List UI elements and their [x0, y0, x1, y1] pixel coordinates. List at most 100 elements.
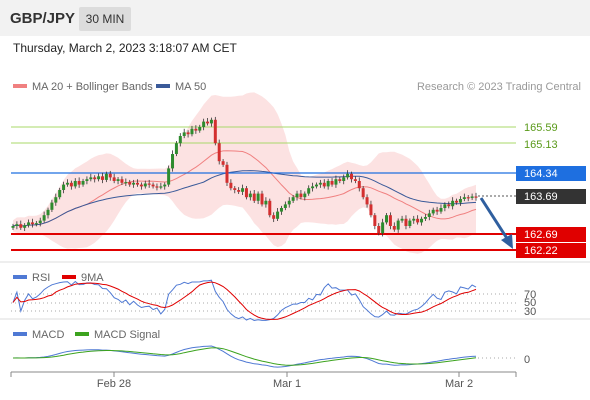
candle-bearish: [357, 181, 361, 189]
candle-bullish: [458, 199, 462, 203]
candle-bullish: [73, 181, 77, 187]
candle-bearish: [229, 182, 233, 189]
candles-group: [11, 116, 478, 237]
candle-bearish: [466, 197, 470, 199]
pivot-label: 164.34: [524, 168, 558, 180]
candle-bearish: [108, 173, 112, 178]
candle-bearish: [349, 173, 353, 180]
candle-bearish: [365, 197, 369, 205]
resistance-label-2: 165.13: [524, 139, 558, 151]
candle-bearish: [330, 181, 334, 185]
candle-bearish: [120, 179, 124, 183]
candle-bullish: [396, 220, 400, 230]
candle-bearish: [447, 204, 451, 207]
candle-bullish: [279, 208, 283, 212]
rsi-label-50: 50: [524, 297, 536, 309]
candle-bullish: [182, 132, 186, 136]
ma50-legend-label: MA 50: [175, 81, 206, 93]
candle-bullish: [58, 190, 62, 198]
pivot-badge: [516, 166, 586, 181]
candle-bearish: [244, 188, 248, 198]
candle-bullish: [381, 222, 385, 234]
candle-bearish: [455, 200, 459, 203]
candle-bearish: [221, 161, 225, 165]
macd-legend-label: MACD: [32, 329, 64, 341]
candle-bearish: [213, 119, 217, 144]
candle-bullish: [42, 215, 46, 221]
candle-bullish: [124, 182, 128, 184]
candle-bullish: [11, 226, 15, 228]
candle-bullish: [50, 202, 54, 210]
candle-bearish: [112, 177, 116, 181]
candle-bearish: [147, 183, 151, 185]
candle-bullish: [423, 217, 427, 219]
candle-bearish: [194, 128, 198, 131]
candle-bullish: [462, 197, 466, 199]
support-badge-1: [516, 227, 586, 242]
candle-bullish: [116, 179, 120, 181]
forecast-arrow-shaft: [479, 197, 510, 241]
candle-bullish: [443, 204, 447, 208]
candle-bullish: [209, 119, 213, 124]
candle-bullish: [163, 184, 167, 187]
rsi-ma-line: [12, 281, 477, 320]
candle-bullish: [198, 127, 202, 131]
rsi-legend-label: RSI: [32, 272, 50, 284]
x-tick-label-feb28: Feb 28: [97, 378, 131, 390]
candle-bearish: [392, 226, 396, 230]
candle-bullish: [342, 177, 346, 181]
candle-bearish: [338, 179, 342, 181]
timeframe-button[interactable]: 30 MIN: [79, 7, 131, 31]
resistance-label-1: 165.59: [524, 122, 558, 134]
candle-bearish: [217, 143, 221, 162]
candle-bullish: [334, 179, 338, 185]
candle-bullish: [291, 197, 295, 201]
candle-bullish: [159, 186, 163, 188]
candle-bullish: [276, 211, 280, 219]
candle-bullish: [23, 225, 27, 228]
candle-bearish: [136, 182, 140, 185]
candle-bearish: [260, 193, 264, 205]
candle-bullish: [264, 200, 268, 205]
candle-bearish: [353, 179, 357, 181]
candle-bullish: [85, 179, 89, 181]
candle-bearish: [128, 182, 132, 185]
candle-bearish: [268, 200, 272, 216]
candle-bullish: [15, 224, 19, 226]
ma50-legend-swatch: [156, 84, 170, 88]
candle-bullish: [171, 154, 175, 169]
candle-bullish: [400, 218, 404, 221]
candle-bearish: [30, 222, 34, 225]
macd-signal-legend-swatch: [75, 332, 89, 336]
rsi-ma-legend-swatch: [62, 275, 76, 279]
candle-bullish: [303, 193, 307, 198]
candle-bullish: [38, 220, 42, 224]
candle-bullish: [314, 184, 318, 187]
candle-bullish: [132, 182, 136, 185]
candle-bearish: [77, 181, 81, 185]
candle-bullish: [89, 177, 93, 180]
candle-bullish: [27, 222, 31, 226]
rsi-ma-legend-label: 9MA: [81, 272, 104, 284]
candle-bearish: [93, 177, 97, 180]
candle-bullish: [256, 193, 260, 201]
support-label-1: 162.69: [524, 229, 558, 241]
candle-bullish: [178, 136, 182, 144]
candle-bearish: [237, 190, 241, 192]
candle-bullish: [427, 213, 431, 217]
macd-line: [12, 345, 477, 368]
forecast-arrow-head: [501, 234, 513, 249]
candle-bullish: [143, 183, 147, 187]
candle-bullish: [295, 193, 299, 198]
candle-bearish: [155, 186, 159, 188]
candle-bearish: [435, 209, 439, 212]
last-price-badge: [516, 189, 586, 204]
candle-bullish: [311, 186, 315, 189]
candle-bearish: [272, 215, 276, 219]
bollinger-legend-label: MA 20 + Bollinger Bands: [32, 81, 153, 93]
candle-bullish: [346, 173, 350, 178]
candle-bearish: [225, 164, 229, 183]
candle-bearish: [373, 215, 377, 226]
candle-bearish: [369, 204, 373, 216]
